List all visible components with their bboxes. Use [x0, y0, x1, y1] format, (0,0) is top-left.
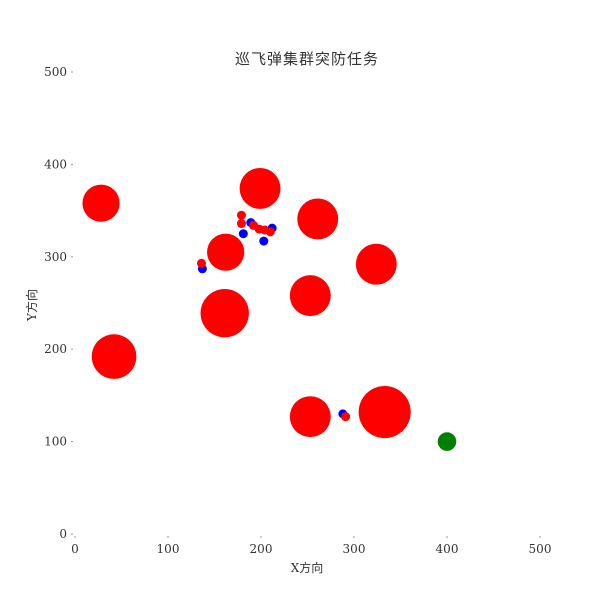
x-tick-label: 200	[250, 542, 273, 556]
red-agent-point	[196, 258, 206, 268]
red-agent-point	[341, 412, 351, 422]
red-agent-point	[265, 227, 275, 237]
red-agent-point	[236, 210, 246, 220]
blue-agent-point	[238, 229, 248, 239]
x-tick-label: 400	[436, 542, 459, 556]
y-tick-label: 300	[44, 250, 67, 264]
threat-point	[200, 288, 249, 338]
threat-point	[91, 334, 137, 379]
threat-point	[82, 184, 120, 222]
threat-point	[239, 167, 281, 209]
x-tick-label: 100	[157, 542, 180, 556]
y-tick-label: 400	[44, 157, 67, 171]
axes: 0 100 200 300 400 500 0 100 200 300 400 500	[44, 65, 551, 556]
y-tick-label: 500	[44, 65, 67, 79]
x-tick-label: 300	[343, 542, 366, 556]
threat-point	[289, 396, 331, 438]
threat-point	[355, 243, 397, 285]
y-tick-label: 0	[59, 527, 67, 541]
red-agent-point	[236, 219, 246, 229]
x-tick-label: 0	[71, 542, 79, 556]
threat-point	[297, 198, 339, 240]
y-tick-label: 200	[44, 342, 67, 356]
target-point	[437, 432, 457, 451]
blue-agent-point	[259, 236, 269, 246]
chart-title: 巡飞弹集群突防任务	[235, 50, 379, 68]
threat-point	[358, 385, 411, 439]
plot-area	[82, 167, 457, 451]
y-tick-label: 100	[44, 435, 67, 449]
x-axis-label: X方向	[291, 560, 324, 575]
x-tick-label: 500	[529, 542, 552, 556]
threat-point	[207, 233, 245, 271]
threat-point	[289, 275, 331, 317]
y-axis-label: Y方向	[24, 289, 39, 322]
